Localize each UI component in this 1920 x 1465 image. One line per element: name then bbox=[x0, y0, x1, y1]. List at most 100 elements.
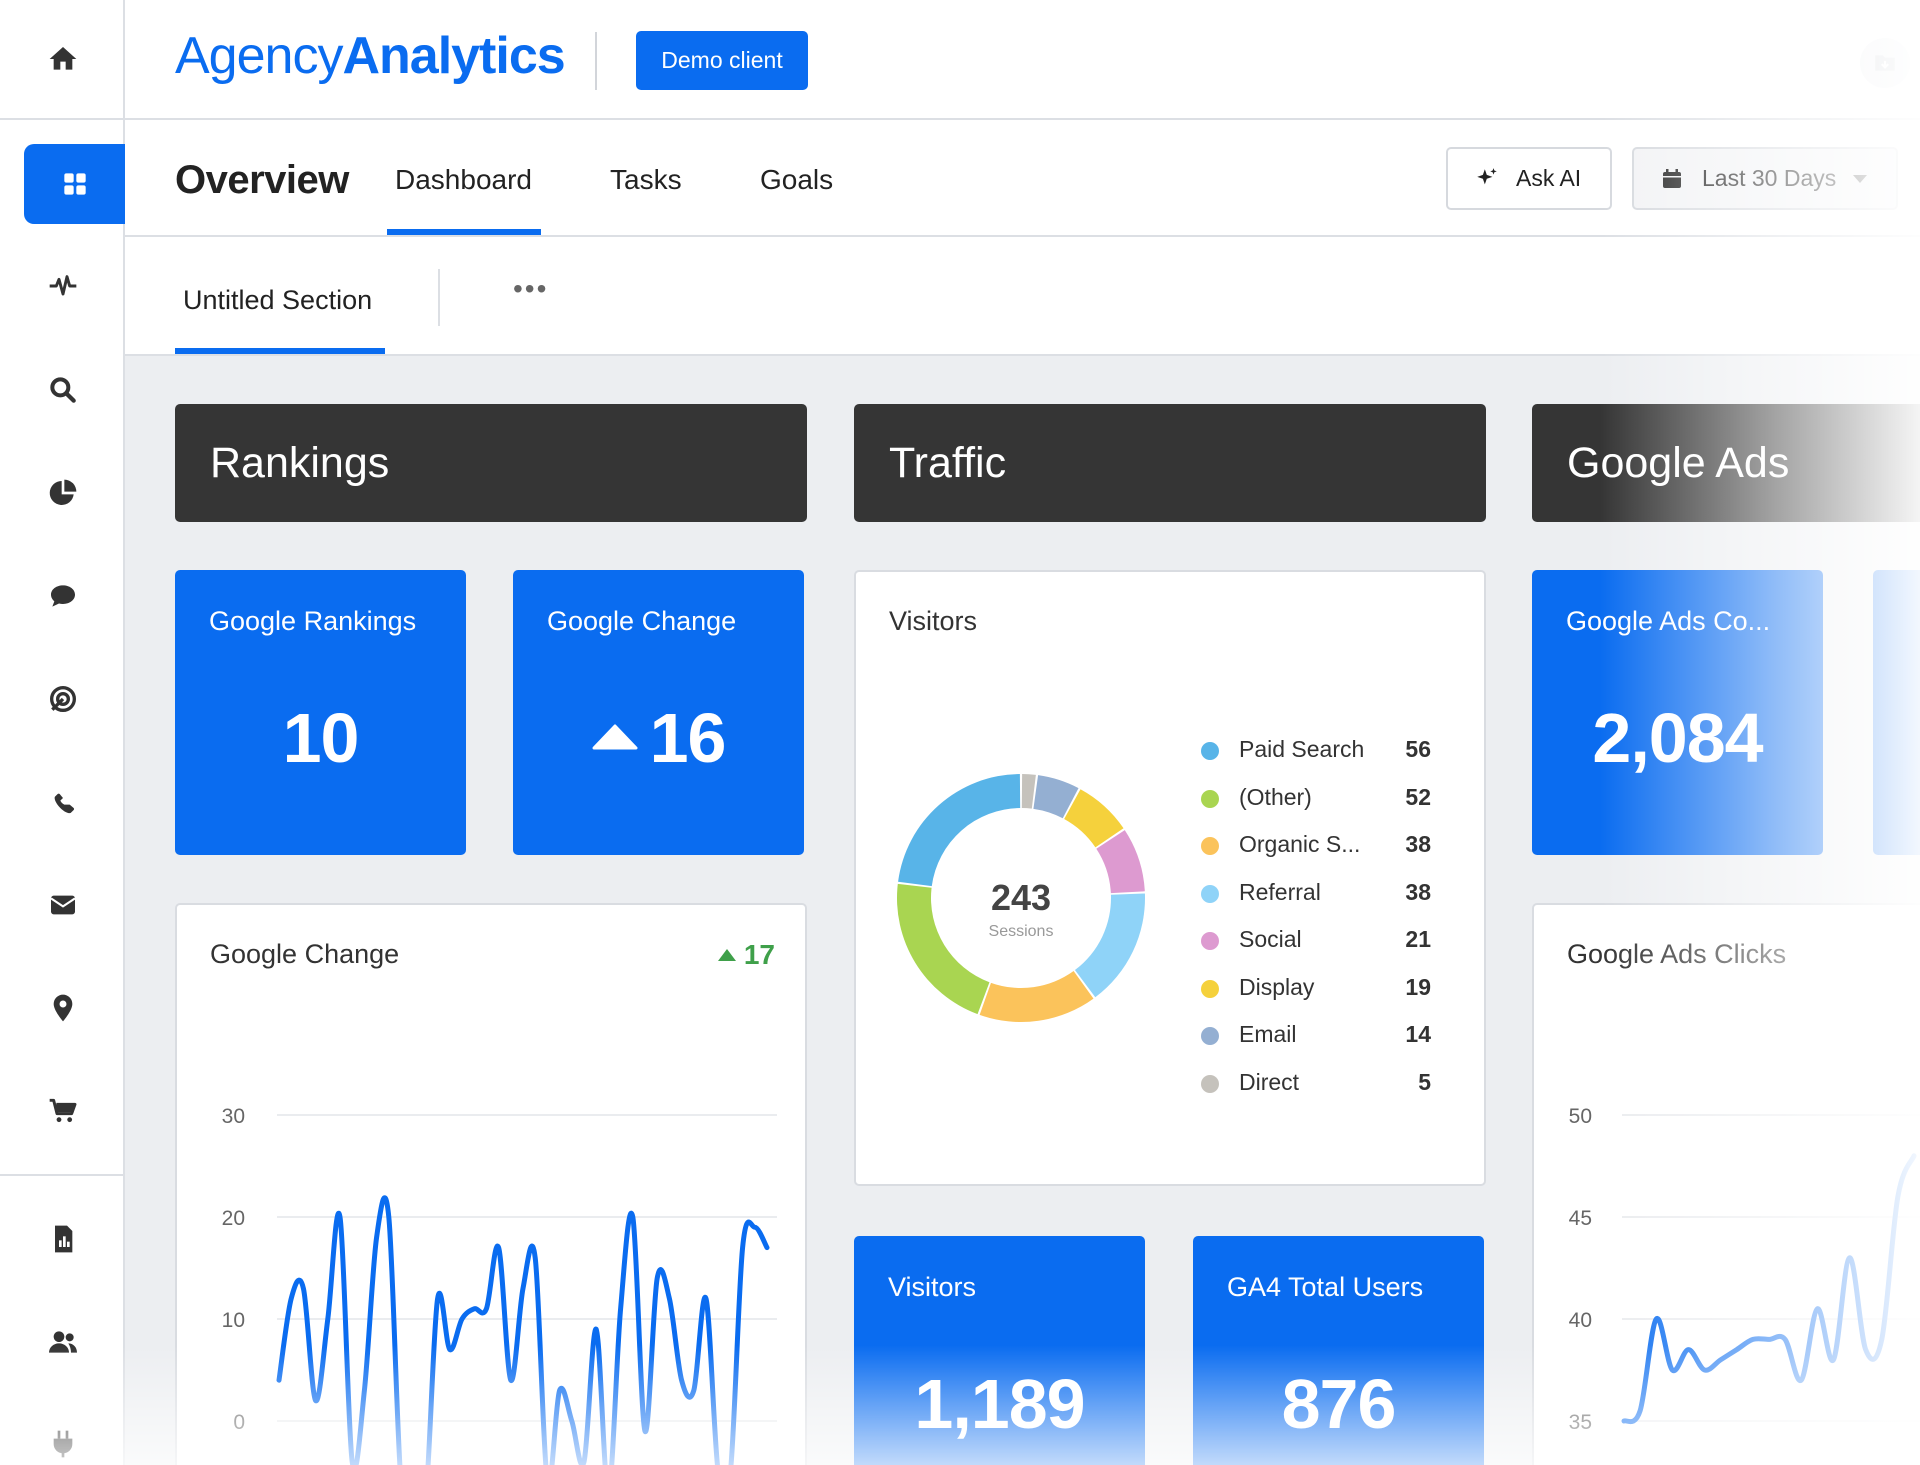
google-ads-clicks-line-chart: 5045403530 bbox=[1569, 1105, 1920, 1434]
download-button[interactable] bbox=[1860, 38, 1910, 88]
legend-swatch bbox=[1201, 932, 1219, 950]
legend-value: 14 bbox=[1405, 1021, 1431, 1047]
legend-label: Direct bbox=[1239, 1068, 1300, 1095]
ga4-total-users-widget[interactable]: GA4 Total Users 876 bbox=[1193, 1236, 1484, 1465]
donut-slice[interactable] bbox=[979, 971, 1094, 1022]
dashboard-content: Rankings Google Rankings 10 Google Chang… bbox=[125, 356, 1920, 1465]
page-title: Overview bbox=[175, 158, 349, 202]
donut-center-value: 243 bbox=[991, 877, 1051, 918]
donut-slice[interactable] bbox=[1033, 775, 1079, 819]
sidebar bbox=[0, 0, 125, 1465]
logo-text-bold: Analytics bbox=[342, 27, 565, 85]
donut-slice[interactable] bbox=[1074, 893, 1145, 998]
visitors-donut-card[interactable]: Visitors 243 Sessions Paid Search 56 (Other… bbox=[854, 570, 1486, 1186]
legend-swatch bbox=[1201, 742, 1219, 760]
kpi-value: 10 bbox=[282, 699, 360, 777]
legend-item[interactable]: (Other) 52 bbox=[1201, 782, 1431, 830]
sidebar-item-integrations[interactable] bbox=[0, 1404, 125, 1465]
legend-value: 19 bbox=[1405, 973, 1431, 1000]
tab-tasks[interactable]: Tasks bbox=[610, 164, 682, 195]
ask-ai-button[interactable]: Ask AI bbox=[1446, 147, 1612, 210]
client-selector-button[interactable]: Demo client bbox=[636, 31, 808, 90]
y-tick-label: 40 bbox=[1569, 1309, 1592, 1332]
y-tick-label: 0 bbox=[233, 1411, 245, 1434]
legend-swatch bbox=[1201, 1074, 1219, 1093]
chat-icon bbox=[50, 585, 75, 607]
sidebar-item-dashboard[interactable] bbox=[24, 144, 125, 224]
google-rankings-widget[interactable]: Google Rankings 10 bbox=[175, 570, 466, 855]
phone-icon bbox=[54, 793, 74, 814]
google-ads-secondary-widget[interactable] bbox=[1873, 570, 1920, 855]
kpi-value-row: 16 bbox=[513, 698, 804, 778]
y-tick-label: 30 bbox=[222, 1105, 245, 1128]
legend-swatch bbox=[1201, 979, 1219, 998]
home-icon bbox=[49, 47, 76, 70]
active-tab-indicator bbox=[387, 229, 541, 235]
legend-swatch bbox=[1201, 884, 1219, 903]
section-more-menu[interactable]: ••• bbox=[513, 273, 549, 304]
sidebar-item-messages[interactable] bbox=[0, 556, 125, 636]
legend-swatch bbox=[1201, 789, 1219, 808]
legend-value: 52 bbox=[1405, 783, 1431, 810]
legend-item[interactable]: Referral 38 bbox=[1201, 877, 1431, 925]
legend-item[interactable]: Display 19 bbox=[1201, 972, 1431, 1020]
legend-item[interactable]: Email 14 bbox=[1201, 1019, 1431, 1067]
sidebar-item-goals[interactable] bbox=[0, 659, 125, 739]
google-change-widget[interactable]: Google Change 16 bbox=[513, 570, 804, 855]
home-button[interactable] bbox=[0, 0, 125, 120]
sidebar-item-calls[interactable] bbox=[0, 762, 125, 842]
section-tab-untitled[interactable]: Untitled Section bbox=[183, 285, 373, 315]
sidebar-item-search[interactable] bbox=[0, 350, 125, 430]
tab-goals[interactable]: Goals bbox=[760, 164, 834, 195]
kpi-value: 16 bbox=[649, 699, 727, 777]
sidebar-item-ecommerce[interactable] bbox=[0, 1071, 125, 1151]
card-title: Google Ads Clicks bbox=[1567, 939, 1787, 969]
donut-slice[interactable] bbox=[1064, 789, 1124, 848]
top-header: AgencyAnalytics Demo client bbox=[125, 0, 1920, 120]
mail-icon bbox=[49, 895, 76, 915]
sidebar-item-reports[interactable] bbox=[0, 453, 125, 533]
sidebar-item-activity[interactable] bbox=[0, 246, 125, 326]
donut-slice[interactable] bbox=[1096, 830, 1145, 894]
legend-item[interactable]: Social 21 bbox=[1201, 924, 1431, 972]
kpi-label: Google Change bbox=[547, 606, 737, 636]
sidebar-item-email[interactable] bbox=[0, 865, 125, 945]
calendar-icon bbox=[1663, 168, 1681, 188]
kpi-value: 2,084 bbox=[1592, 699, 1763, 777]
location-pin-icon bbox=[53, 994, 72, 1022]
header-divider bbox=[595, 32, 597, 90]
sidebar-item-users[interactable] bbox=[0, 1302, 125, 1382]
sidebar-item-report-files[interactable] bbox=[0, 1199, 125, 1279]
sparkle-icon bbox=[1477, 167, 1497, 184]
agency-analytics-logo[interactable]: AgencyAnalytics bbox=[175, 26, 566, 86]
visitors-kpi-widget[interactable]: Visitors 1,189 bbox=[854, 1236, 1145, 1465]
legend-item[interactable]: Direct 5 bbox=[1201, 1067, 1431, 1115]
kpi-label: Google Rankings bbox=[209, 606, 417, 636]
dashboard-grid-icon bbox=[63, 173, 86, 195]
google-ads-clicks-chart-card[interactable]: Google Ads Clicks 5045403530 bbox=[1532, 903, 1920, 1465]
legend-swatch bbox=[1201, 837, 1219, 855]
google-ads-conversions-widget[interactable]: Google Ads Co... 2,084 bbox=[1532, 570, 1823, 855]
series-line bbox=[1621, 1153, 1917, 1425]
legend-item[interactable]: Paid Search 56 bbox=[1201, 734, 1431, 782]
traffic-section-header: Traffic bbox=[854, 404, 1486, 522]
series-line bbox=[276, 1195, 770, 1465]
donut-slice[interactable] bbox=[897, 883, 990, 1015]
date-range-dropdown[interactable]: Last 30 Days bbox=[1632, 147, 1898, 210]
tab-dashboard[interactable]: Dashboard bbox=[395, 164, 532, 195]
legend-value: 38 bbox=[1405, 831, 1431, 857]
y-tick-label: 20 bbox=[222, 1207, 245, 1230]
sidebar-item-local[interactable] bbox=[0, 968, 125, 1048]
rankings-section-header: Rankings bbox=[175, 404, 807, 522]
y-tick-label: 45 bbox=[1569, 1207, 1592, 1230]
google-ads-section-header: Google Ads bbox=[1532, 404, 1920, 522]
download-icon bbox=[1875, 55, 1895, 71]
donut-slice[interactable] bbox=[898, 774, 1021, 887]
y-tick-label: 50 bbox=[1569, 1105, 1592, 1128]
donut-slice[interactable] bbox=[1021, 774, 1036, 809]
kpi-label: GA4 Total Users bbox=[1227, 1272, 1424, 1302]
legend-label: Organic S... bbox=[1239, 831, 1361, 857]
legend-item[interactable]: Organic S... 38 bbox=[1201, 829, 1431, 877]
